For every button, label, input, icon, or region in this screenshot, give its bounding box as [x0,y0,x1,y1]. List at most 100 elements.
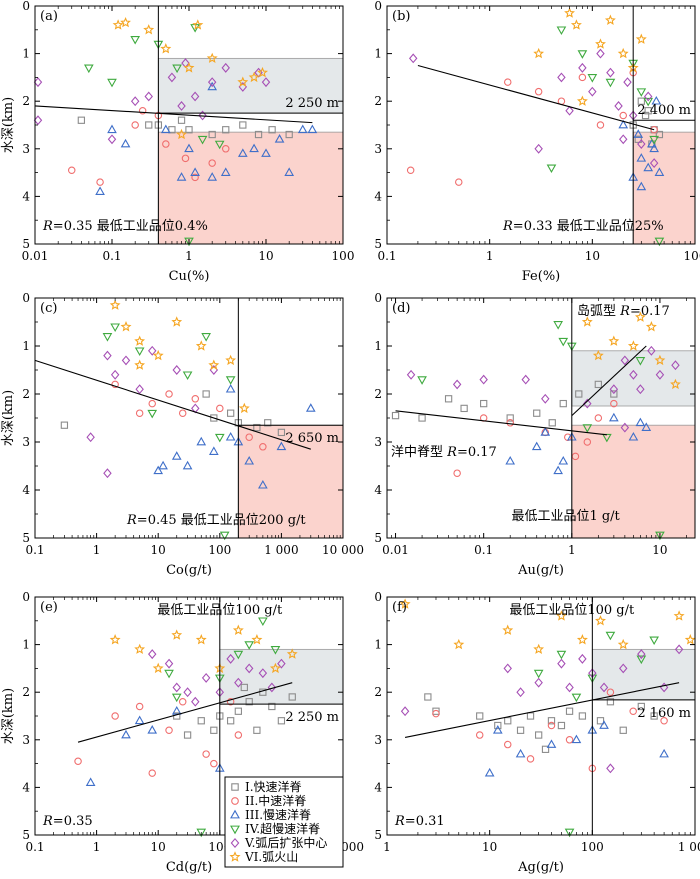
point-intermediate-ridge [475,731,484,739]
point-arc-volcano [634,311,646,322]
point-fast-ridge [277,428,286,437]
y-tick-label: 1 [374,47,382,61]
point-back-arc [33,115,43,126]
legend-marker-diamond [230,837,240,849]
point-back-arc [623,77,632,88]
point-arc-volcano [635,33,647,44]
x-axis-label: Cu(%) [169,269,210,284]
point-slow-ridge [107,124,117,134]
point-fast-ridge [253,423,261,432]
y-axis-label: 水深(km) [1,688,16,744]
point-intermediate-ridge [216,404,224,413]
point-arc-volcano [225,354,237,366]
point-slow-ridge [618,119,629,129]
series-ultraslow-ridge [102,323,236,541]
r-value-label: R=0.31 [394,814,445,829]
point-slow-ridge [85,777,96,786]
point-intermediate-ridge [453,469,461,477]
x-tick-label: 1 000 [678,840,700,854]
point-intermediate-ridge [234,731,243,739]
point-back-arc [130,96,140,107]
point-fast-ridge [516,726,525,734]
series-slow-ridge [95,81,318,195]
point-back-arc [183,687,192,698]
point-arc-volcano [269,662,281,674]
series-ultraslow-ridge [417,321,665,541]
point-arc-volcano [533,643,545,654]
point-arc-volcano [608,335,620,346]
legend-marker-square [231,783,239,791]
point-back-arc [406,369,416,380]
panel-label: (a) [40,9,58,24]
point-intermediate-ridge [259,443,267,451]
y-tick-label: 5 [374,828,382,842]
x-tick-label: 100 [208,543,231,557]
x-tick-label: 1 [486,249,494,263]
regression-line [417,64,655,131]
point-ultraslow-ridge [172,64,182,74]
point-slow-ridge [95,186,105,195]
point-back-arc [596,48,605,59]
point-back-arc [637,649,646,660]
legend-box [224,776,344,868]
y-tick-label: 0 [22,590,30,604]
point-fast-ridge [596,717,605,725]
regression-line [77,682,293,743]
point-fast-ridge [424,693,432,701]
point-back-arc [258,668,268,679]
point-arc-volcano [238,402,250,414]
point-fast-ridge [444,395,453,403]
y-tick-label: 2 [22,94,30,108]
point-back-arc [201,672,211,683]
x-axis-label: Ag(g/t) [517,860,564,875]
point-arc-volcano [604,14,616,26]
x-axis-label: Co(g/t) [166,563,212,578]
point-ultraslow-ridge [196,828,207,838]
legend-item-label: IV.超慢速洋脊 [245,821,320,836]
point-fast-ridge [655,130,664,139]
point-fast-ridge [183,731,192,739]
point-ultraslow-ridge [654,237,665,247]
y-tick-label: 3 [374,142,382,156]
point-arc-volcano [195,634,207,645]
point-fast-ridge [145,121,153,129]
point-arc-volcano [645,321,657,332]
pink-band [237,424,344,539]
point-intermediate-ridge [534,87,543,96]
grey-band [157,57,344,114]
point-ultraslow-ridge [564,828,575,838]
x-tick-label: 100 [332,249,355,263]
point-intermediate-ridge [455,178,463,186]
point-ultraslow-ridge [417,376,427,385]
point-intermediate-ridge [67,166,76,174]
point-arc-volcano [175,128,187,140]
point-intermediate-ridge [181,154,190,163]
point-ultraslow-ridge [233,650,244,660]
point-back-arc [198,110,207,121]
point-slow-ridge [651,95,662,105]
point-arc-volcano [581,316,593,327]
series-back-arc [148,649,286,707]
point-slow-ridge [284,167,295,176]
arc-type-label: 岛弧型 R=0.17 [577,303,670,319]
point-back-arc [614,101,623,111]
regression-line-arc [571,345,647,417]
point-back-arc [503,663,512,674]
legend-marker-triangle [230,809,240,819]
r-value-label: R=0.45 最低工业品位200 g/t [126,513,306,528]
point-back-arc [671,360,680,371]
point-intermediate-ridge [629,707,637,715]
point-slow-ridge [134,715,145,725]
point-ultraslow-ridge [83,64,94,74]
point-intermediate-ridge [610,399,618,408]
point-slow-ridge [225,383,236,393]
point-back-arc [516,687,525,698]
legend-marker-triangle-down [230,825,240,835]
point-intermediate-ridge [148,399,156,408]
point-ultraslow-ridge [184,237,194,247]
y-tick-label: 1 [22,339,30,353]
point-back-arc [629,369,638,380]
point-fast-ridge [637,97,645,105]
point-ultraslow-ridge [270,646,281,655]
